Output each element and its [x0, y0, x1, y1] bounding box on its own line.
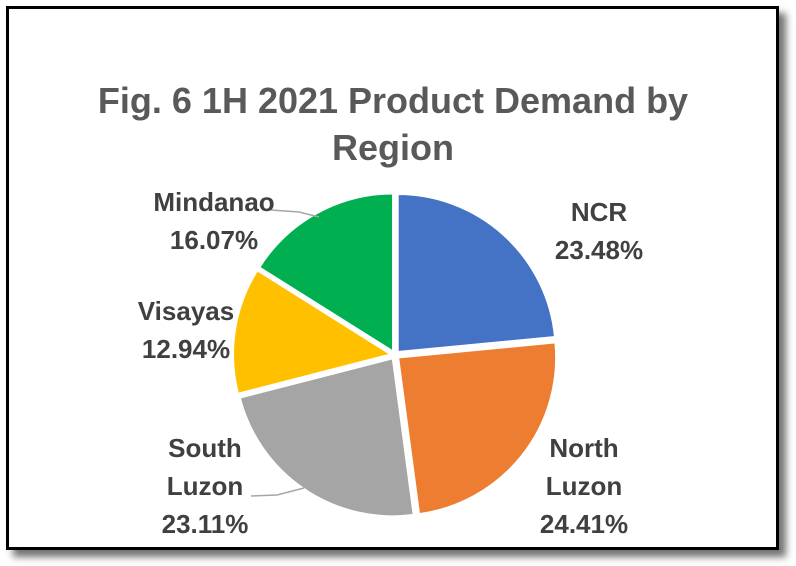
slice-label-ncr: NCR 23.48%: [555, 197, 643, 265]
pie-slice-south-luzon: [238, 357, 415, 518]
chart-frame: Fig. 6 1H 2021 Product Demand by Region …: [6, 6, 779, 550]
slice-label-visayas: Visayas 12.94%: [138, 296, 234, 364]
slice-name: Mindanao: [153, 187, 274, 217]
pie-chart: NCR 23.48% North Luzon 24.41% South Luzon 23.11…: [138, 187, 643, 539]
pie-slice-mindanao: [257, 192, 395, 354]
leader-line-mindanao: [270, 209, 320, 218]
slice-name: NCR: [571, 197, 628, 227]
slice-label-south-luzon: South Luzon 23.11%: [162, 433, 249, 539]
leader-lines: [250, 209, 320, 497]
chart-title-line-2: Region: [332, 127, 454, 168]
pie-slices: [232, 192, 558, 518]
slice-label-north-luzon: North Luzon 24.41%: [540, 433, 628, 539]
slice-percent: 24.41%: [540, 509, 628, 539]
slice-name: Luzon: [167, 471, 244, 501]
pie-slice-ncr: [396, 193, 557, 354]
chart-title: Fig. 6 1H 2021 Product Demand by Region: [9, 77, 777, 171]
pie-slice-visayas: [232, 268, 394, 395]
slice-label-mindanao: Mindanao 16.07%: [153, 187, 274, 255]
slice-name: Luzon: [546, 471, 623, 501]
slice-percent: 23.11%: [162, 509, 249, 539]
leader-line-south-luzon: [250, 487, 305, 497]
slice-percent: 23.48%: [555, 235, 643, 265]
slice-percent: 16.07%: [170, 225, 258, 255]
slice-name: South: [168, 433, 242, 463]
pie-slice-north-luzon: [397, 341, 558, 516]
chart-title-line-1: Fig. 6 1H 2021 Product Demand by: [97, 80, 689, 121]
slice-name: Visayas: [138, 296, 234, 326]
slice-labels: NCR 23.48% North Luzon 24.41% South Luzon 23.11…: [138, 187, 643, 539]
slice-name: North: [549, 433, 618, 463]
slice-percent: 12.94%: [142, 334, 230, 364]
